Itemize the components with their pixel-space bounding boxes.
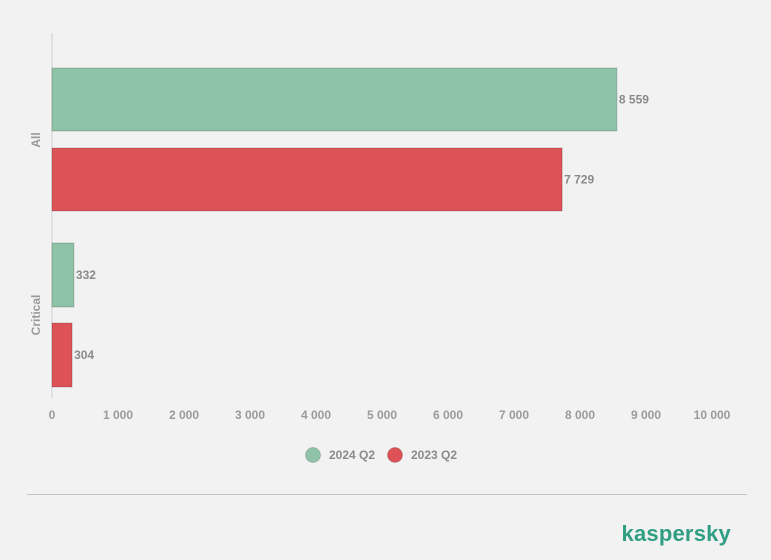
x-tick-label: 8 000 (565, 408, 595, 422)
x-tick-label: 1 000 (103, 408, 133, 422)
data-label: 304 (74, 348, 94, 362)
data-label: 8 559 (619, 93, 649, 107)
x-tick-label: 4 000 (301, 408, 331, 422)
category-label: All (29, 132, 43, 147)
x-tick-label: 0 (49, 408, 56, 422)
x-tick-label: 6 000 (433, 408, 463, 422)
bar-critical-2023-q2 (51, 322, 73, 388)
legend-swatch (305, 447, 321, 463)
bar-critical-2024-q2 (51, 242, 75, 308)
x-tick-label: 9 000 (631, 408, 661, 422)
x-tick-label: 3 000 (235, 408, 265, 422)
data-label: 332 (76, 268, 96, 282)
bar-all-2023-q2 (51, 147, 563, 212)
bar-chart: 8 559 7 729 332 304 0 1 000 2 000 3 000 4 000 5 … (29, 33, 731, 463)
bar-all-2024-q2 (51, 67, 618, 132)
x-tick-label: 7 000 (499, 408, 529, 422)
legend-label: 2024 Q2 (329, 448, 375, 462)
kaspersky-logo: kaspersky (621, 521, 731, 546)
data-label: 7 729 (564, 173, 594, 187)
legend-swatch (387, 447, 403, 463)
legend-label: 2023 Q2 (411, 448, 457, 462)
x-tick-label: 10 000 (694, 408, 731, 422)
footer-divider (27, 494, 747, 495)
x-tick-label: 5 000 (367, 408, 397, 422)
x-tick-label: 2 000 (169, 408, 199, 422)
category-label: Critical (29, 295, 43, 336)
